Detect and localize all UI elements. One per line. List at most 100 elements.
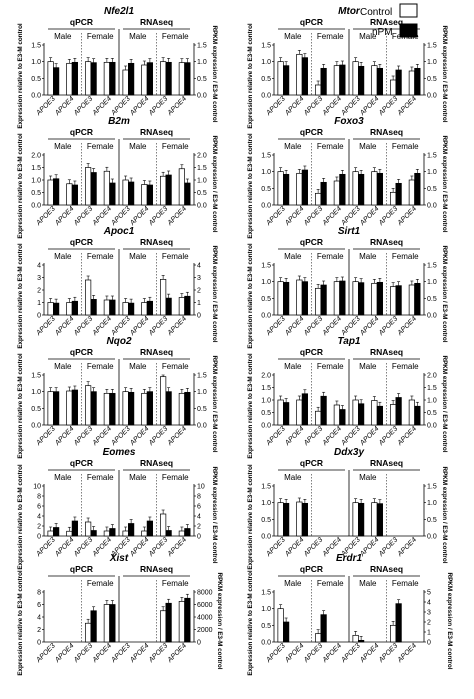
panel-foxo3: Foxo3 qPCR RNAseq Male Female Male Female 0.0 0.…: [247, 116, 448, 239]
sex-label-female: Female: [162, 252, 189, 261]
y-tick-label-right: 2.0: [427, 373, 437, 380]
y-tick-label: 1.0: [261, 59, 271, 66]
y-tick-label: 0.5: [261, 623, 271, 630]
method-label-qpcr: qPCR: [70, 564, 93, 574]
bar-control: [122, 302, 129, 316]
y-tick-label-right: 1.0: [197, 59, 207, 66]
method-label-rnaseq: RNAseq: [140, 237, 173, 247]
panel-nfe2l1: Nfe2l1 qPCR RNAseq Male Female Male Female 0.0 0…: [17, 6, 218, 129]
panel-title-xist: Xist: [109, 553, 129, 564]
sex-label-female: Female: [317, 252, 344, 261]
genotype-tick-label: APOE4: [321, 425, 343, 447]
sex-label-male: Male: [54, 473, 72, 482]
genotype-tick-label: APOE4: [358, 205, 380, 227]
sex-label-male: Male: [129, 473, 147, 482]
y-tick-label: 1.0: [261, 500, 271, 507]
bar-control: [47, 302, 54, 316]
y-tick-label: 2: [37, 627, 41, 634]
bar-control: [408, 284, 415, 316]
genotype-tick-label: APOE4: [358, 425, 380, 447]
y-tick-label: 0.5: [31, 406, 41, 413]
sex-label-male: Male: [54, 142, 72, 151]
genotype-tick-label: APOE4: [53, 536, 75, 558]
genotype-tick-label: APOE4: [91, 95, 113, 117]
genotype-tick-label: APOE4: [358, 642, 380, 664]
y-axis-title-left: Expression relative to E3-M control: [247, 464, 254, 570]
bar-control: [352, 634, 359, 643]
y-tick-label-right: 0.0: [197, 423, 207, 430]
bar-control: [85, 385, 92, 426]
bar-control: [352, 502, 359, 537]
genotype-tick-label: APOE3: [72, 536, 94, 558]
y-axis-title-right: RPKM expression / E3-M control: [211, 356, 218, 453]
sex-label-male: Male: [54, 252, 72, 261]
y-tick-label-right: 1.5: [427, 43, 437, 50]
y-tick-label: 1.0: [261, 279, 271, 286]
bar-npm: [395, 603, 402, 643]
y-tick-label-right: 0.0: [427, 313, 437, 320]
y-tick-label: 1.5: [31, 165, 41, 172]
sex-label-female: Female: [162, 142, 189, 151]
bar-control: [333, 404, 340, 426]
bar-control: [47, 391, 54, 426]
y-tick-label-right: 0.5: [197, 406, 207, 413]
genotype-tick-label: APOE4: [321, 642, 343, 664]
bar-npm: [283, 65, 290, 96]
sex-label-male: Male: [284, 579, 302, 588]
sex-label-male: Male: [359, 362, 377, 371]
genotype-tick-label: APOE3: [340, 315, 362, 337]
bar-control: [315, 192, 322, 206]
genotype-tick-label: APOE3: [377, 536, 399, 558]
y-axis-title-right: RPKM expression / E3-M control: [441, 136, 448, 233]
bar-npm: [90, 62, 97, 96]
bar-control: [66, 390, 73, 426]
bar-npm: [301, 57, 308, 96]
method-label-qpcr: qPCR: [70, 127, 93, 137]
bar-control: [277, 171, 284, 206]
y-tick-label: 0.0: [261, 313, 271, 320]
bar-control: [315, 410, 322, 426]
bar-control: [296, 53, 303, 96]
bar-npm: [339, 173, 346, 206]
genotype-tick-label: APOE4: [53, 315, 75, 337]
bar-control: [296, 172, 303, 206]
y-tick-label-right: 0: [197, 640, 201, 647]
sex-label-female: Female: [162, 362, 189, 371]
bar-npm: [165, 391, 172, 426]
y-tick-label-right: 2000: [197, 627, 213, 634]
y-tick-label: 1.5: [261, 263, 271, 270]
y-axis-title-left: Expression relative to E3-M control: [247, 353, 254, 459]
bar-control: [103, 530, 110, 537]
y-tick-label: 0.0: [261, 640, 271, 647]
genotype-tick-label: APOE3: [377, 95, 399, 117]
genotype-tick-label: APOE4: [91, 642, 113, 664]
bar-control: [160, 513, 167, 537]
bar-npm: [165, 61, 172, 96]
bar-npm: [53, 391, 60, 426]
bar-npm: [301, 281, 308, 316]
genotype-tick-label: APOE3: [72, 205, 94, 227]
genotype-tick-label: APOE3: [302, 315, 324, 337]
bar-control: [141, 530, 148, 537]
bar-npm: [71, 61, 78, 96]
bar-npm: [376, 67, 383, 96]
sex-label-female: Female: [87, 252, 114, 261]
sex-label-male: Male: [284, 32, 302, 41]
genotype-tick-label: APOE3: [110, 642, 132, 664]
y-tick-label-right: 1.0: [427, 279, 437, 286]
bar-npm: [128, 391, 135, 426]
genotype-tick-label: APOE3: [110, 205, 132, 227]
y-tick-label: 0.5: [261, 76, 271, 83]
panel-b2m: B2m qPCR RNAseq Male Female Male Female 0.0 0.5 1…: [17, 116, 218, 239]
sex-label-female: Female: [392, 142, 419, 151]
y-axis-title-left: Expression relative to E3-M control: [17, 464, 24, 570]
y-tick-label: 4: [37, 615, 41, 622]
genotype-tick-label: APOE3: [302, 536, 324, 558]
y-tick-label: 2.0: [31, 153, 41, 160]
y-axis-title-right: RPKM expression / E3-M control: [211, 136, 218, 233]
bar-npm: [414, 67, 421, 96]
bar-control: [371, 502, 378, 537]
genotype-tick-label: APOE4: [166, 205, 188, 227]
y-tick-label: 10: [33, 484, 41, 491]
